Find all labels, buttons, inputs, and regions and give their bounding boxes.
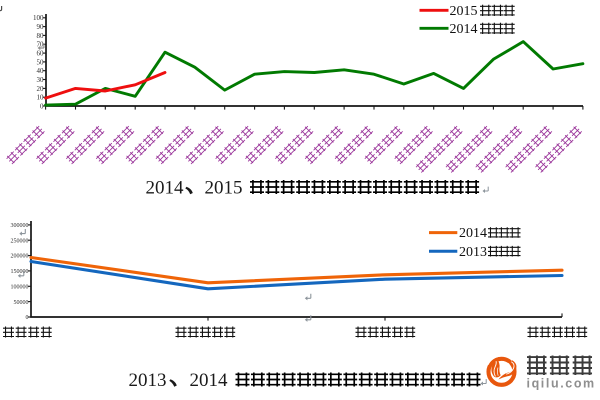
svg-text:2015: 2015: [205, 178, 243, 199]
svg-text:50000: 50000: [14, 300, 29, 306]
svg-text:70: 70: [37, 41, 45, 49]
svg-text:2015: 2015: [450, 4, 478, 19]
svg-text:100: 100: [33, 14, 44, 22]
svg-text:2014: 2014: [450, 22, 478, 37]
svg-text:2013: 2013: [129, 370, 167, 391]
svg-text:50: 50: [37, 58, 45, 66]
svg-text:2014: 2014: [459, 226, 487, 241]
svg-text:20: 20: [37, 85, 45, 93]
svg-text:80: 80: [37, 32, 45, 40]
svg-text:2014: 2014: [190, 370, 229, 391]
svg-text:100000: 100000: [11, 284, 29, 290]
svg-text:0: 0: [26, 315, 29, 321]
svg-text:30: 30: [37, 76, 45, 84]
svg-text:90: 90: [37, 23, 45, 31]
svg-text:250000: 250000: [11, 238, 29, 244]
svg-text:40: 40: [37, 67, 45, 75]
svg-text:10: 10: [37, 94, 45, 102]
svg-text:2014: 2014: [146, 178, 185, 199]
svg-text:2013: 2013: [459, 245, 487, 260]
svg-text:150000: 150000: [11, 269, 29, 275]
svg-text:60: 60: [37, 50, 45, 58]
svg-text:300000: 300000: [11, 223, 29, 229]
svg-text:iqilu.com: iqilu.com: [527, 377, 596, 391]
svg-text:0: 0: [40, 102, 44, 110]
svg-text:200000: 200000: [11, 254, 29, 260]
